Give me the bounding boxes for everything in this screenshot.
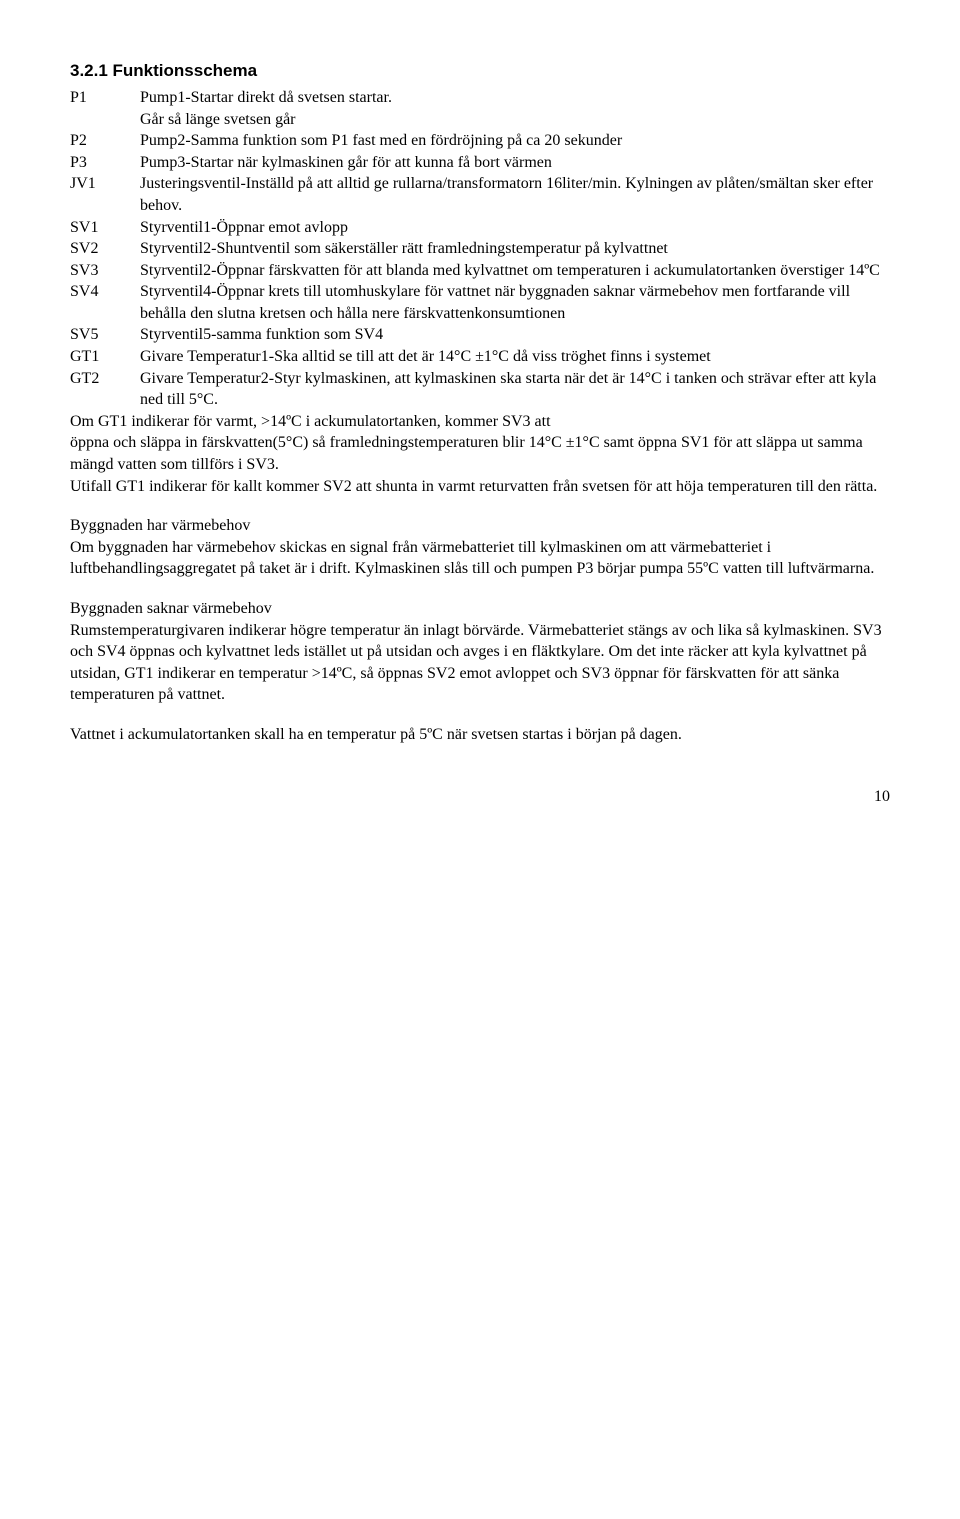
def-row: SV4 Styrventil4-Öppnar krets till utomhu… — [70, 281, 890, 324]
def-label: GT1 — [70, 346, 140, 368]
def-label: SV4 — [70, 281, 140, 324]
def-row: P1 Pump1-Startar direkt då svetsen start… — [70, 87, 890, 109]
paragraph-title: Byggnaden saknar värmebehov — [70, 598, 890, 620]
def-text: Styrventil1-Öppnar emot avlopp — [140, 217, 890, 239]
def-row: P3 Pump3-Startar när kylmaskinen går för… — [70, 152, 890, 174]
paragraph-tank-temp: Vattnet i ackumulatortanken skall ha en … — [70, 724, 890, 746]
paragraph-body: Vattnet i ackumulatortanken skall ha en … — [70, 724, 890, 746]
def-row: SV5 Styrventil5-samma funktion som SV4 — [70, 324, 890, 346]
def-label — [70, 109, 140, 131]
def-text: Styrventil4-Öppnar krets till utomhuskyl… — [140, 281, 890, 324]
def-row: P2 Pump2-Samma funktion som P1 fast med … — [70, 130, 890, 152]
body-line: öppna och släppa in färskvatten(5°C) så … — [70, 432, 890, 475]
paragraph-no-heat-demand: Byggnaden saknar värmebehov Rumstemperat… — [70, 598, 890, 706]
def-label: P1 — [70, 87, 140, 109]
def-label: SV5 — [70, 324, 140, 346]
def-label: SV3 — [70, 260, 140, 282]
paragraph-body: Rumstemperaturgivaren indikerar högre te… — [70, 620, 890, 706]
def-text: Styrventil2-Öppnar färskvatten för att b… — [140, 260, 890, 282]
paragraph-title: Byggnaden har värmebehov — [70, 515, 890, 537]
def-text: Styrventil2-Shuntventil som säkerställer… — [140, 238, 890, 260]
def-text: Pump2-Samma funktion som P1 fast med en … — [140, 130, 890, 152]
def-text: Givare Temperatur1-Ska alltid se till at… — [140, 346, 890, 368]
section-heading: 3.2.1 Funktionsschema — [70, 60, 890, 83]
def-text: Pump3-Startar när kylmaskinen går för at… — [140, 152, 890, 174]
def-text: Pump1-Startar direkt då svetsen startar. — [140, 87, 890, 109]
def-row: GT2 Givare Temperatur2-Styr kylmaskinen,… — [70, 368, 890, 411]
def-text: Givare Temperatur2-Styr kylmaskinen, att… — [140, 368, 890, 411]
after-defs-block: Om GT1 indikerar för varmt, >14ºC i acku… — [70, 411, 890, 497]
paragraph-heat-demand: Byggnaden har värmebehov Om byggnaden ha… — [70, 515, 890, 580]
paragraph-body: Om byggnaden har värmebehov skickas en s… — [70, 537, 890, 580]
def-row: GT1 Givare Temperatur1-Ska alltid se til… — [70, 346, 890, 368]
def-text: Går så länge svetsen går — [140, 109, 890, 131]
def-row: SV2 Styrventil2-Shuntventil som säkerstä… — [70, 238, 890, 260]
def-row: SV1 Styrventil1-Öppnar emot avlopp — [70, 217, 890, 239]
def-text: Justeringsventil-Inställd på att alltid … — [140, 173, 890, 216]
def-label: P3 — [70, 152, 140, 174]
def-label: SV2 — [70, 238, 140, 260]
def-row: SV3 Styrventil2-Öppnar färskvatten för a… — [70, 260, 890, 282]
body-line: Om GT1 indikerar för varmt, >14ºC i acku… — [70, 411, 890, 433]
def-text: Styrventil5-samma funktion som SV4 — [140, 324, 890, 346]
def-label: GT2 — [70, 368, 140, 411]
def-row: JV1 Justeringsventil-Inställd på att all… — [70, 173, 890, 216]
def-label: SV1 — [70, 217, 140, 239]
def-label: JV1 — [70, 173, 140, 216]
def-row: Går så länge svetsen går — [70, 109, 890, 131]
definition-list: P1 Pump1-Startar direkt då svetsen start… — [70, 87, 890, 411]
def-label: P2 — [70, 130, 140, 152]
body-line: Utifall GT1 indikerar för kallt kommer S… — [70, 476, 890, 498]
page-number: 10 — [70, 786, 890, 808]
